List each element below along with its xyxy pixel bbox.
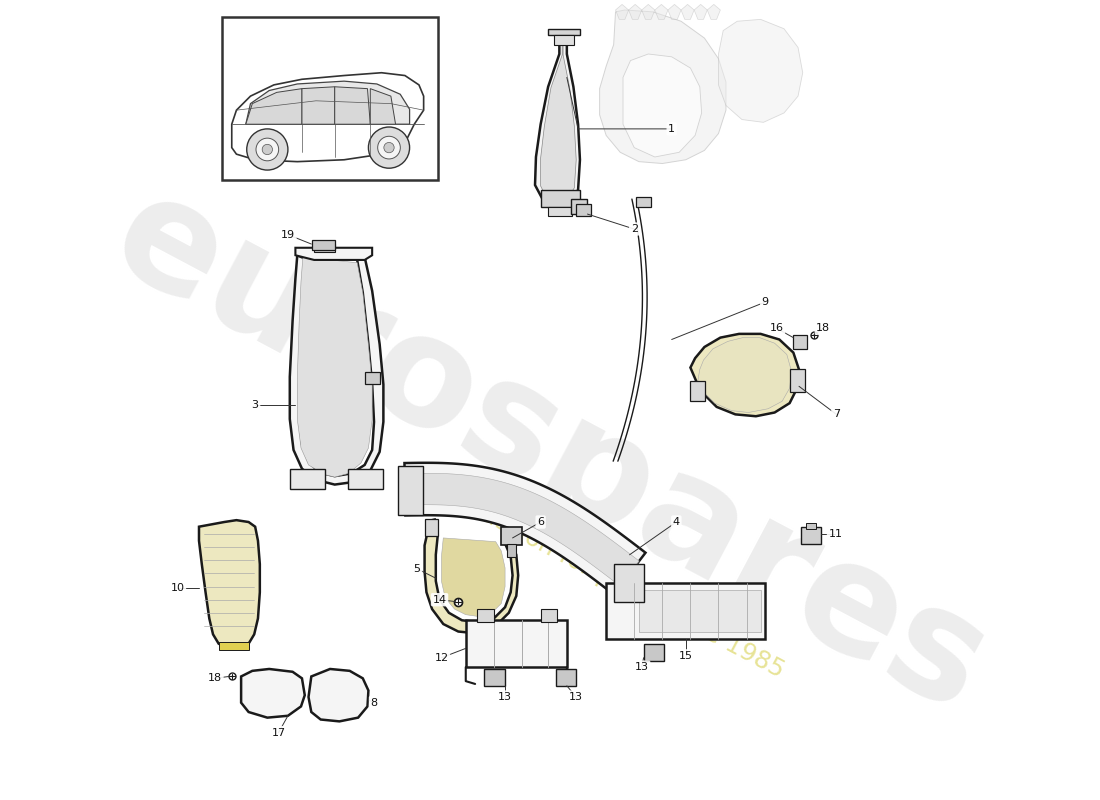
Polygon shape: [199, 520, 260, 648]
Polygon shape: [465, 620, 566, 667]
Polygon shape: [556, 669, 576, 686]
Polygon shape: [628, 4, 641, 19]
Polygon shape: [371, 89, 396, 124]
Polygon shape: [718, 19, 803, 122]
Polygon shape: [548, 206, 572, 216]
Text: 11: 11: [828, 529, 843, 539]
Text: a passion for parts since 1985: a passion for parts since 1985: [443, 483, 788, 682]
Polygon shape: [636, 198, 651, 206]
Polygon shape: [606, 583, 766, 639]
Polygon shape: [790, 370, 804, 392]
Text: 1: 1: [668, 124, 675, 134]
Polygon shape: [405, 462, 646, 594]
Polygon shape: [616, 4, 628, 19]
Polygon shape: [245, 89, 302, 124]
Polygon shape: [297, 257, 372, 477]
Text: 8: 8: [371, 698, 377, 708]
Polygon shape: [553, 35, 574, 45]
Polygon shape: [219, 642, 249, 650]
Polygon shape: [571, 199, 587, 214]
Polygon shape: [484, 669, 505, 686]
Polygon shape: [793, 335, 807, 349]
Polygon shape: [302, 86, 334, 124]
Text: 14: 14: [432, 594, 447, 605]
Polygon shape: [654, 4, 668, 19]
Text: 6: 6: [537, 517, 544, 527]
Polygon shape: [668, 4, 681, 19]
Text: 19: 19: [280, 230, 295, 240]
Polygon shape: [691, 381, 705, 402]
Circle shape: [384, 142, 394, 153]
Polygon shape: [576, 204, 591, 216]
Text: 3: 3: [252, 400, 258, 410]
Polygon shape: [540, 33, 576, 199]
Polygon shape: [614, 564, 644, 602]
Polygon shape: [600, 10, 726, 163]
Text: 13: 13: [569, 692, 583, 702]
Text: 4: 4: [673, 517, 680, 527]
Polygon shape: [348, 469, 384, 490]
Text: 2: 2: [630, 224, 638, 234]
Polygon shape: [639, 590, 760, 631]
Text: 16: 16: [770, 323, 783, 334]
Polygon shape: [507, 543, 516, 557]
Polygon shape: [425, 519, 518, 634]
Circle shape: [246, 129, 288, 170]
Polygon shape: [644, 644, 664, 661]
Polygon shape: [405, 474, 639, 586]
Circle shape: [262, 144, 273, 154]
Bar: [222, 17, 438, 180]
Text: 17: 17: [272, 728, 286, 738]
Polygon shape: [245, 81, 409, 124]
Polygon shape: [312, 240, 334, 250]
Text: eurospares: eurospares: [89, 159, 1011, 744]
Polygon shape: [441, 538, 505, 617]
Polygon shape: [241, 669, 305, 718]
Polygon shape: [801, 526, 822, 543]
Polygon shape: [425, 519, 438, 536]
Text: 12: 12: [434, 653, 449, 662]
Text: 5: 5: [414, 564, 420, 574]
Text: 13: 13: [498, 692, 513, 702]
Circle shape: [368, 127, 409, 168]
Polygon shape: [535, 30, 580, 204]
Text: 15: 15: [679, 651, 693, 661]
Polygon shape: [540, 609, 558, 622]
Polygon shape: [641, 4, 654, 19]
Circle shape: [377, 136, 400, 159]
Polygon shape: [296, 248, 372, 260]
Text: 7: 7: [833, 410, 840, 419]
Text: 13: 13: [635, 662, 649, 672]
Polygon shape: [697, 338, 792, 413]
Polygon shape: [548, 29, 580, 35]
Polygon shape: [691, 334, 799, 416]
Polygon shape: [694, 4, 707, 19]
Text: 9: 9: [761, 297, 769, 307]
Polygon shape: [707, 4, 721, 19]
Circle shape: [256, 138, 278, 161]
Polygon shape: [540, 190, 580, 206]
Polygon shape: [315, 244, 334, 251]
Polygon shape: [806, 523, 816, 529]
Polygon shape: [502, 526, 521, 546]
Polygon shape: [681, 4, 694, 19]
Polygon shape: [289, 469, 326, 490]
Polygon shape: [334, 86, 371, 124]
Polygon shape: [232, 73, 424, 162]
Text: 18: 18: [208, 674, 222, 683]
Text: 18: 18: [816, 323, 831, 334]
Polygon shape: [365, 372, 380, 385]
Polygon shape: [308, 669, 369, 722]
Polygon shape: [289, 255, 384, 485]
Polygon shape: [398, 466, 422, 515]
Polygon shape: [477, 609, 494, 622]
Text: 10: 10: [170, 582, 185, 593]
Polygon shape: [623, 54, 702, 157]
